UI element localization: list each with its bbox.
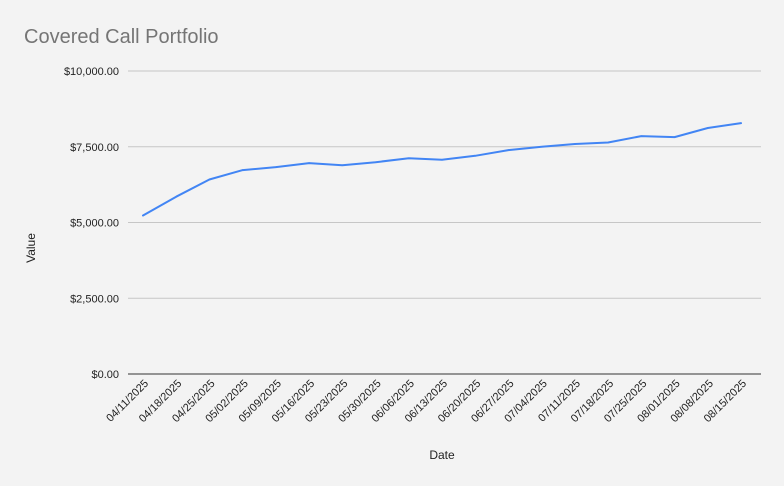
data-point [706,127,709,129]
data-point [407,157,410,160]
data-point [740,122,742,124]
y-tick-label: $7,500.00 [70,142,119,154]
y-axis-label: Value [24,233,38,263]
data-point [341,164,344,167]
y-tick-label: $2,500.00 [70,293,119,305]
series-lines [142,122,742,217]
data-point [208,178,211,181]
data-point [142,214,144,217]
data-point [673,136,676,138]
data-point [507,149,510,151]
chart-title: Covered Call Portfolio [24,26,219,48]
data-point [607,141,609,144]
data-point [574,143,576,145]
gridlines [128,70,761,375]
data-point [540,145,543,148]
data-point [175,195,178,198]
y-tick-label: $5,000.00 [70,218,119,230]
series-line [142,122,742,217]
y-tick-label: $10,000.00 [64,66,119,78]
y-axis-ticks: $0.00 $2,500.00 $5,000.00 $7,500.00 $10,000.… [64,66,119,381]
data-point [640,135,643,137]
data-point [441,158,443,161]
data-point [241,169,244,171]
x-axis-label: Date [429,448,455,462]
data-point [275,166,277,168]
data-point [474,155,477,157]
data-point [308,162,310,164]
y-tick-label: $0.00 [91,369,119,381]
data-point [374,161,377,164]
x-axis-ticks: 04/11/202504/18/202504/25/202505/02/2025… [104,378,749,425]
